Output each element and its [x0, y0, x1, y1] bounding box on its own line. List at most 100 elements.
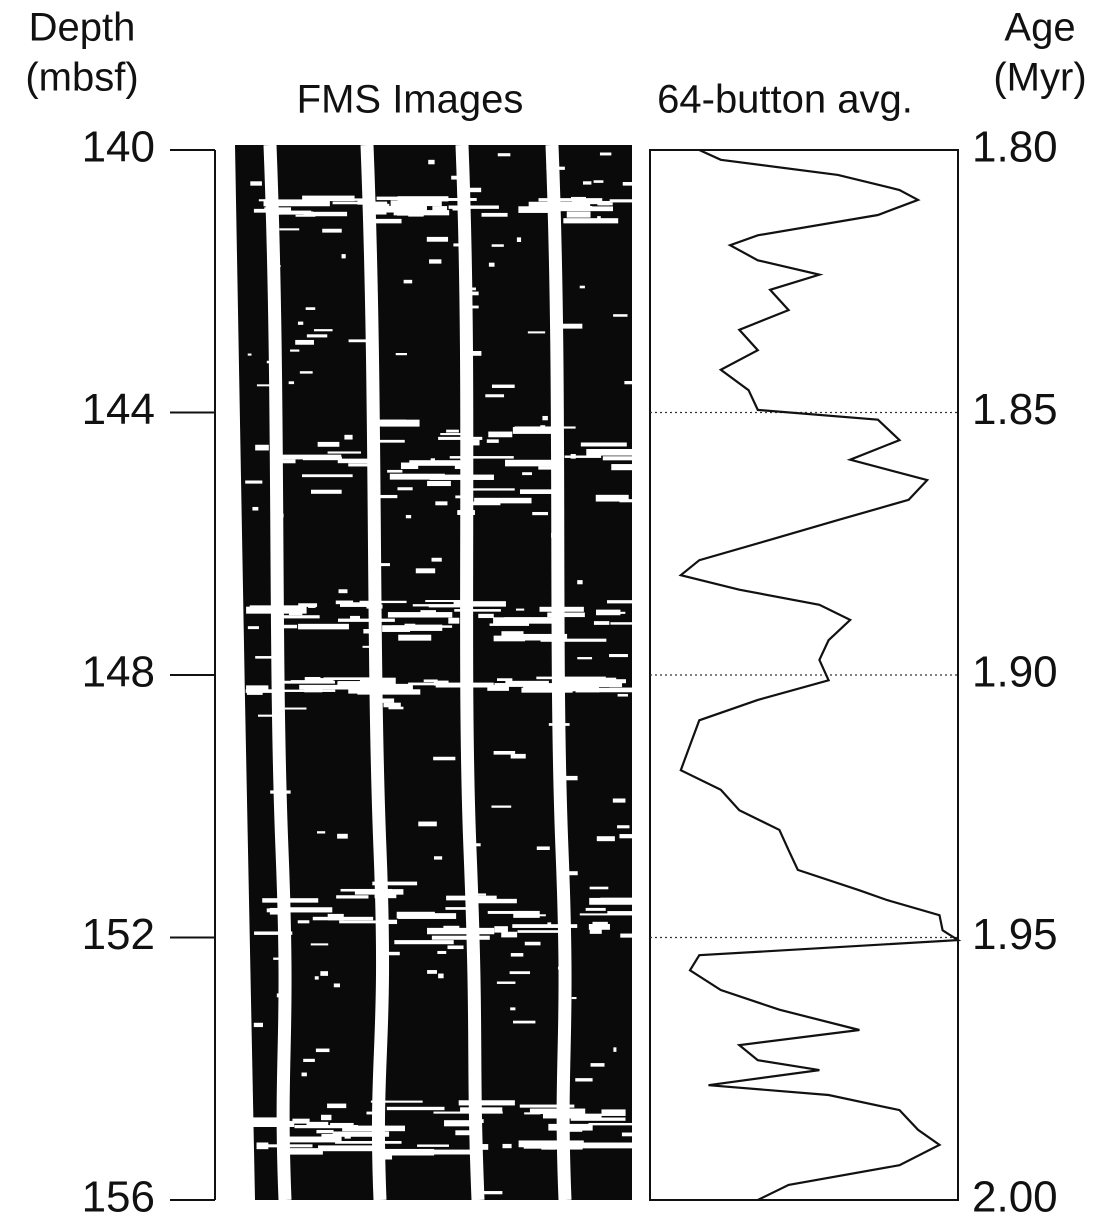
fms-speckle	[537, 914, 546, 917]
fms-speckle	[321, 1134, 337, 1139]
fms-speckle	[573, 1142, 633, 1149]
fms-speckle	[621, 1132, 636, 1137]
fms-speckle	[579, 913, 648, 916]
fms-speckle	[301, 1072, 307, 1077]
fms-speckle	[344, 434, 353, 440]
fms-speckle	[478, 613, 494, 619]
fms-speckle	[251, 1117, 278, 1124]
fms-speckle	[519, 1104, 575, 1108]
fms-speckle	[428, 159, 435, 165]
fms-speckle	[547, 922, 552, 927]
y2-tick-label: 2.00	[972, 1173, 1058, 1222]
fms-speckle	[337, 833, 348, 839]
fms-speckle	[512, 924, 578, 928]
fms-speckle	[405, 514, 412, 519]
fms-speckle	[438, 436, 483, 440]
y-axis-label: (mbsf)	[25, 56, 138, 100]
fms-speckle	[415, 568, 436, 574]
fms-speckle	[381, 1155, 393, 1160]
fms-speckle	[619, 499, 642, 503]
fms-speckle	[620, 933, 642, 938]
fms-speckle	[292, 1118, 310, 1124]
fms-speckle	[491, 805, 512, 808]
fms-speckle	[256, 1142, 269, 1150]
fms-speckle	[566, 211, 591, 218]
fms-speckle	[570, 196, 586, 200]
fms-speckle	[593, 180, 604, 183]
fms-speckle	[255, 444, 269, 451]
fms-speckle	[609, 199, 647, 203]
fms-speckle	[589, 886, 609, 890]
fms-speckle	[622, 182, 642, 186]
fms-speckle	[306, 1121, 329, 1127]
fms-speckle	[340, 888, 393, 892]
fms-speckle	[408, 209, 424, 217]
fms-speckle	[607, 911, 673, 914]
fms-speckle	[327, 451, 361, 454]
fms-speckle	[256, 384, 279, 387]
fms-speckle	[510, 953, 524, 957]
fms-speckle	[281, 624, 298, 629]
fms-speckle	[417, 1144, 449, 1147]
fms-speckle	[396, 911, 435, 919]
fms-speckle	[505, 680, 549, 687]
fms-speckle	[488, 262, 495, 267]
fms-speckle	[366, 1111, 374, 1115]
fms-speckle	[433, 1111, 503, 1114]
fms-speckle	[288, 381, 295, 385]
fms-speckle	[348, 339, 369, 343]
fms-speckle	[474, 497, 532, 504]
fms-speckle	[336, 895, 369, 899]
fms-speckle	[295, 214, 316, 217]
y-tick-label: 148	[82, 648, 155, 697]
fms-speckle	[542, 415, 548, 421]
fms-speckle	[317, 441, 340, 447]
fms-speckle	[362, 645, 371, 648]
fms-speckle	[314, 976, 319, 980]
fms-speckle	[427, 970, 437, 974]
fms-speckle	[580, 442, 627, 447]
fms-pad-gap	[360, 144, 390, 1201]
fms-speckle	[593, 621, 610, 625]
fms-speckle	[302, 474, 353, 478]
fms-speckle	[284, 707, 307, 710]
fms-speckle	[313, 329, 333, 332]
panel-title: 64-button avg.	[657, 78, 913, 122]
fms-speckle	[423, 679, 438, 683]
fms-speckle	[597, 202, 613, 206]
fms-speckle	[266, 908, 273, 913]
y-tick-label: 156	[82, 1173, 155, 1222]
fms-speckle	[523, 1145, 543, 1149]
fms-speckle	[246, 685, 269, 691]
fms-speckle	[403, 1149, 471, 1155]
fms-speckle	[589, 897, 638, 905]
fms-speckle	[487, 684, 509, 691]
fms-speckle	[542, 1113, 602, 1119]
fms-speckle	[433, 756, 456, 761]
fms-speckle	[306, 334, 328, 338]
fms-speckle	[536, 846, 550, 851]
fms-speckle	[302, 195, 355, 202]
fms-speckle	[375, 419, 406, 427]
fms-speckle	[390, 200, 442, 207]
fms-speckle	[310, 943, 329, 946]
fms-speckle	[485, 394, 505, 398]
fms-speckle	[433, 856, 443, 860]
fms-speckle	[505, 459, 563, 467]
fms-speckle	[297, 321, 304, 325]
fms-speckle	[365, 218, 402, 224]
fms-speckle	[570, 1117, 626, 1121]
fms-speckle	[517, 930, 569, 933]
fms-speckle	[385, 919, 398, 925]
fms-speckle	[624, 380, 636, 385]
fms-speckle	[599, 152, 612, 156]
fms-speckle	[572, 200, 611, 205]
fms-speckle	[287, 907, 333, 913]
fms-speckle	[435, 501, 448, 506]
fms-speckle	[522, 633, 568, 641]
fms-speckle	[588, 1122, 638, 1126]
fms-speckle	[320, 971, 329, 976]
fms-speckle	[316, 1129, 334, 1134]
fms-speckle	[288, 612, 303, 616]
fms-speckle	[354, 683, 413, 690]
